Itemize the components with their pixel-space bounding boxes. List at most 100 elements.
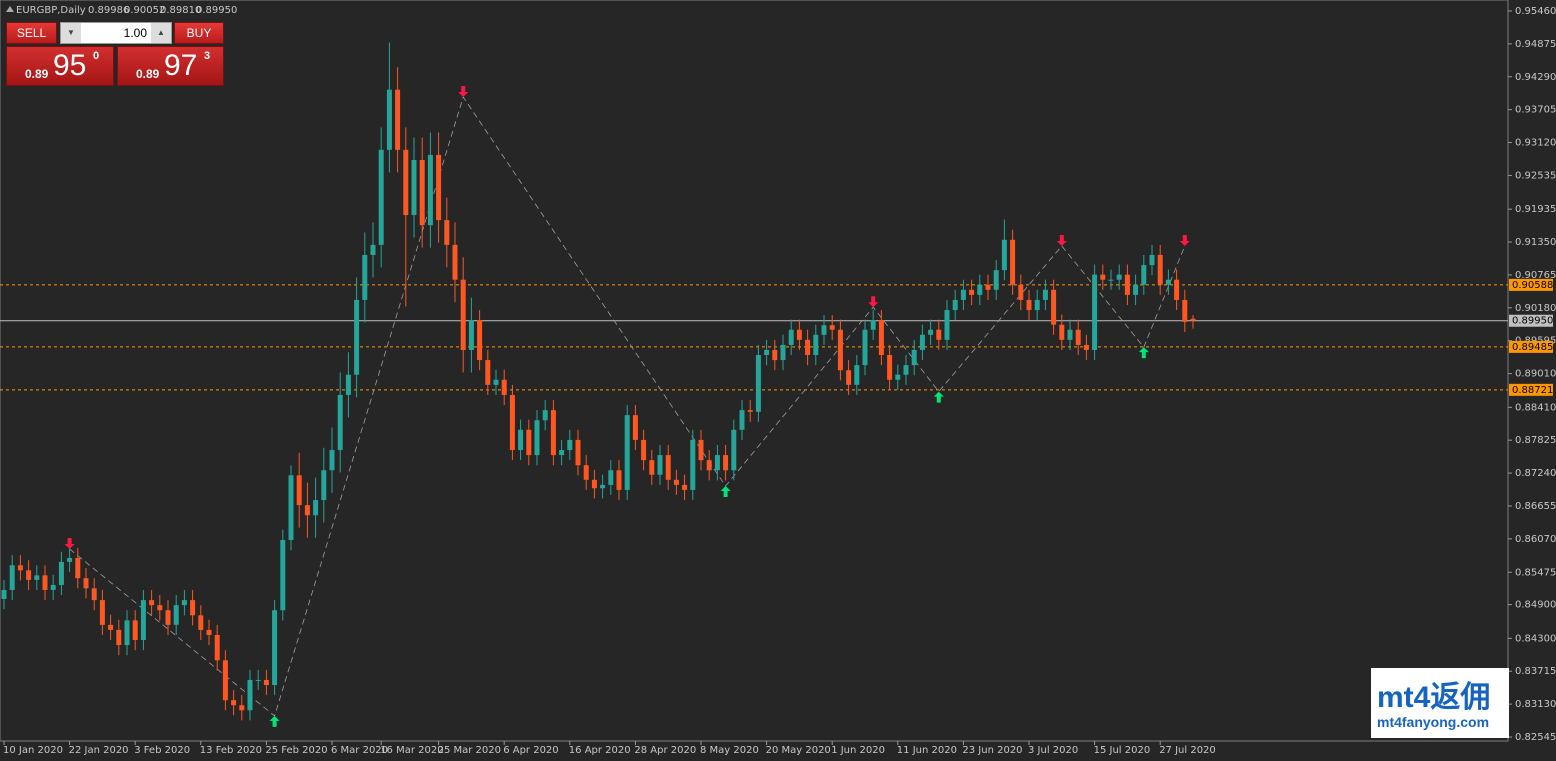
level-label: 0.88721 [1512, 385, 1553, 396]
candle-body [58, 561, 64, 585]
lot-spinner[interactable]: ▼ 1.00 ▲ [60, 22, 172, 44]
candle-body [149, 600, 155, 606]
candle-body [419, 159, 425, 226]
candle-body [124, 620, 130, 646]
x-tick-label: 20 May 2020 [766, 745, 831, 756]
signal-arrow [1179, 234, 1190, 246]
candle-body [1124, 274, 1130, 295]
candle-body [788, 329, 794, 345]
candle-body [747, 410, 753, 412]
y-tick-label: 0.87825 [1515, 435, 1556, 446]
y-tick-label: 0.94875 [1515, 39, 1556, 50]
x-tick-label: 13 Feb 2020 [200, 745, 262, 756]
x-tick-label: 6 Apr 2020 [503, 745, 558, 756]
lot-value[interactable]: 1.00 [123, 26, 147, 40]
plot-frame [0, 0, 1509, 742]
watermark: mt4返佣 mt4fanyong.com [1371, 668, 1509, 738]
candle-body [460, 279, 466, 350]
y-tick-label: 0.88410 [1515, 402, 1556, 413]
candle-body [26, 570, 32, 580]
ohlc-low: 0.89810 [160, 5, 201, 16]
signal-arrow [933, 391, 944, 403]
candle-body [960, 289, 966, 300]
x-tick-label: 28 Apr 2020 [634, 745, 696, 756]
candle-body [837, 329, 843, 371]
candle-body [67, 557, 73, 562]
candle-body [157, 605, 163, 611]
candle-body [919, 334, 925, 350]
candle-body [222, 660, 228, 701]
watermark-logo: mt4返佣 [1377, 681, 1491, 714]
candle-body [493, 379, 499, 385]
candle-body [878, 320, 884, 356]
y-tick-label: 0.85475 [1515, 567, 1556, 578]
candle-body [690, 439, 696, 490]
level-tag [1509, 383, 1553, 396]
candle-body [1182, 299, 1188, 322]
candle-body [731, 429, 737, 471]
candle-body [518, 429, 524, 451]
candle-body [99, 600, 105, 625]
candle-body [17, 565, 23, 571]
candle-body [247, 679, 253, 711]
candle-body [501, 379, 507, 395]
candle-body [714, 455, 720, 471]
candle-body [559, 450, 565, 456]
level-label: 0.89485 [1512, 342, 1553, 353]
candle-body [436, 154, 442, 221]
candle-body [1059, 324, 1065, 340]
candle-body [870, 320, 876, 330]
level-tag [1509, 340, 1553, 353]
sell-button[interactable]: SELL [6, 22, 57, 44]
candle-body [755, 355, 761, 412]
candle-body [550, 410, 556, 456]
candle-body [928, 329, 934, 335]
candle-body [1174, 279, 1180, 300]
candle-body [362, 254, 368, 300]
signal-arrow [1056, 234, 1067, 246]
candle-body [641, 439, 647, 461]
candle-body [116, 629, 122, 646]
buy-button[interactable]: BUY [174, 22, 224, 44]
y-tick-label: 0.90765 [1515, 270, 1556, 281]
y-tick-label: 0.93705 [1515, 105, 1556, 116]
ohlc-open: 0.89986 [88, 5, 129, 16]
candle-body [829, 325, 835, 330]
candle-body [231, 700, 237, 706]
candle-body [190, 600, 196, 616]
x-tick-label: 10 Jan 2020 [3, 745, 63, 756]
ask-quote[interactable]: 0.89 97 3 [117, 46, 224, 86]
candle-body [780, 344, 786, 361]
bid-quote[interactable]: 0.89 95 0 [6, 46, 114, 86]
candle-body [1034, 299, 1040, 311]
candle-body [1157, 254, 1163, 285]
collapse-icon[interactable] [6, 6, 14, 12]
candle-body [1133, 284, 1139, 295]
candle-body [887, 355, 893, 380]
candle-body [993, 270, 999, 290]
current-price-tag [1509, 314, 1553, 327]
candle-body [542, 410, 548, 421]
lot-down[interactable]: ▼ [61, 23, 81, 43]
signal-arrow [64, 537, 75, 549]
candle-body [337, 394, 343, 451]
candle-body [862, 329, 868, 366]
candle-body [813, 334, 819, 356]
candle-body [329, 450, 335, 471]
lot-up[interactable]: ▲ [151, 23, 171, 43]
candle-body [969, 289, 975, 295]
watermark-url: mt4fanyong.com [1377, 714, 1490, 730]
candle-body [345, 374, 351, 395]
candle-body [616, 470, 622, 490]
y-tick-label: 0.82545 [1515, 732, 1556, 743]
candle-body [272, 610, 278, 686]
candle-body [403, 149, 409, 216]
candle-body [34, 575, 40, 580]
candle-body [985, 284, 991, 290]
y-tick-label: 0.91935 [1515, 204, 1556, 215]
y-tick-label: 0.90180 [1515, 303, 1556, 314]
candle-body [575, 439, 581, 466]
ask-big: 97 [164, 49, 198, 82]
candle-body [313, 500, 319, 516]
candle-body [1, 590, 7, 599]
